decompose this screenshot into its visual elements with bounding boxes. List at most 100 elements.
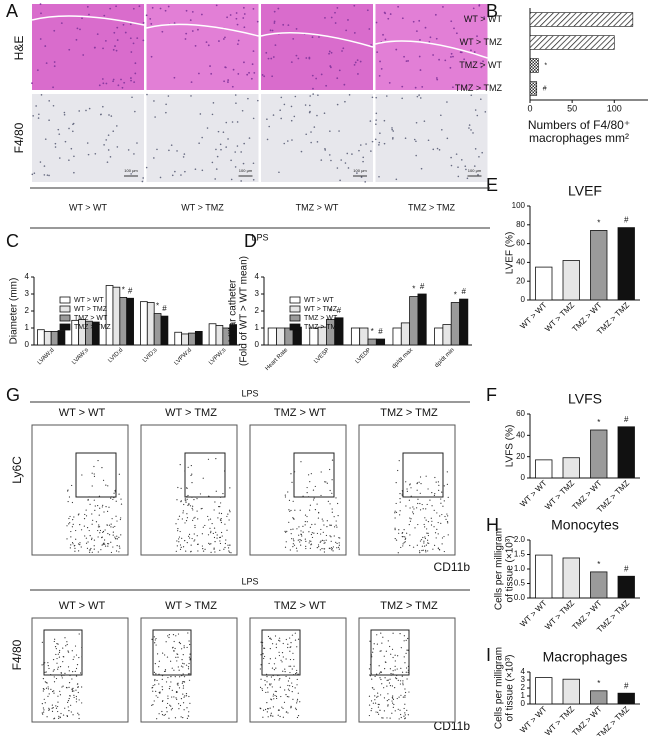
event: [201, 533, 203, 535]
event: [182, 654, 184, 656]
y-tick-label: 2: [521, 683, 526, 692]
event: [154, 642, 156, 644]
bar: [562, 678, 580, 705]
event: [373, 688, 375, 691]
nucleus: [243, 142, 245, 145]
event: [113, 492, 115, 494]
event: [66, 641, 68, 643]
event: [86, 547, 89, 549]
nucleus: [270, 57, 273, 60]
event: [218, 505, 220, 508]
event: [175, 523, 177, 525]
tissue-streak: [375, 40, 488, 59]
event: [98, 526, 101, 528]
event: [166, 656, 169, 658]
event: [193, 499, 195, 501]
event: [112, 498, 114, 501]
nucleus: [474, 148, 477, 150]
event: [333, 535, 335, 537]
y-tick-label: 20: [516, 276, 525, 285]
event: [447, 522, 449, 524]
event: [370, 700, 373, 702]
nucleus: [330, 51, 333, 54]
nucleus: [374, 138, 377, 141]
nucleus: [129, 37, 132, 40]
legend-swatch: [59, 323, 71, 331]
nucleus: [197, 28, 199, 31]
nucleus: [115, 49, 118, 52]
nucleus: [150, 23, 153, 25]
nucleus: [342, 47, 345, 50]
event: [433, 509, 435, 511]
event: [287, 712, 289, 714]
nucleus: [397, 5, 400, 8]
legend-label: TMZ > TMZ: [304, 324, 341, 331]
event: [193, 533, 195, 535]
nucleus: [444, 59, 447, 62]
bar: [617, 575, 635, 599]
event: [180, 698, 183, 700]
nucleus: [413, 138, 416, 141]
event: [271, 643, 274, 645]
bar: [562, 260, 580, 301]
event: [376, 696, 378, 698]
event: [395, 511, 398, 513]
event: [416, 482, 418, 485]
nucleus: [112, 80, 114, 83]
nucleus: [354, 61, 357, 64]
event: [72, 519, 74, 521]
nucleus: [40, 94, 43, 96]
event: [101, 536, 103, 539]
nucleus: [434, 13, 437, 16]
event: [276, 697, 278, 700]
event: [75, 698, 78, 700]
event: [153, 671, 156, 673]
event: [89, 503, 91, 505]
nucleus: [316, 141, 319, 143]
event: [112, 534, 114, 536]
event: [292, 528, 294, 530]
event: [309, 504, 311, 506]
nucleus: [106, 161, 109, 163]
nucleus: [348, 94, 351, 96]
event: [393, 703, 395, 706]
event: [294, 509, 296, 511]
panel-letter: H: [486, 515, 499, 535]
event: [310, 473, 312, 475]
event: [286, 695, 289, 698]
nucleus: [250, 77, 253, 80]
event: [272, 706, 275, 708]
event: [112, 526, 114, 528]
event: [75, 654, 78, 656]
nucleus: [252, 50, 255, 53]
nucleus: [452, 55, 454, 58]
event: [377, 674, 379, 676]
event: [186, 513, 188, 515]
event: [181, 537, 183, 539]
event: [400, 713, 402, 716]
nucleus: [68, 159, 70, 161]
event: [98, 495, 101, 497]
event: [220, 512, 223, 515]
event: [77, 691, 79, 694]
event: [64, 637, 66, 639]
event: [87, 541, 89, 543]
nucleus: [93, 46, 96, 49]
event: [269, 637, 271, 639]
event: [381, 683, 383, 685]
legend-swatch: [289, 296, 301, 304]
event: [180, 716, 182, 718]
nucleus: [227, 79, 230, 81]
significance-marker: #: [624, 681, 629, 690]
nucleus: [54, 142, 57, 145]
event: [336, 542, 338, 545]
event: [395, 677, 397, 679]
event: [320, 528, 322, 531]
event: [59, 666, 62, 668]
event: [63, 674, 65, 676]
event: [440, 498, 442, 500]
event: [291, 682, 293, 684]
event: [443, 485, 445, 487]
event: [283, 701, 286, 703]
